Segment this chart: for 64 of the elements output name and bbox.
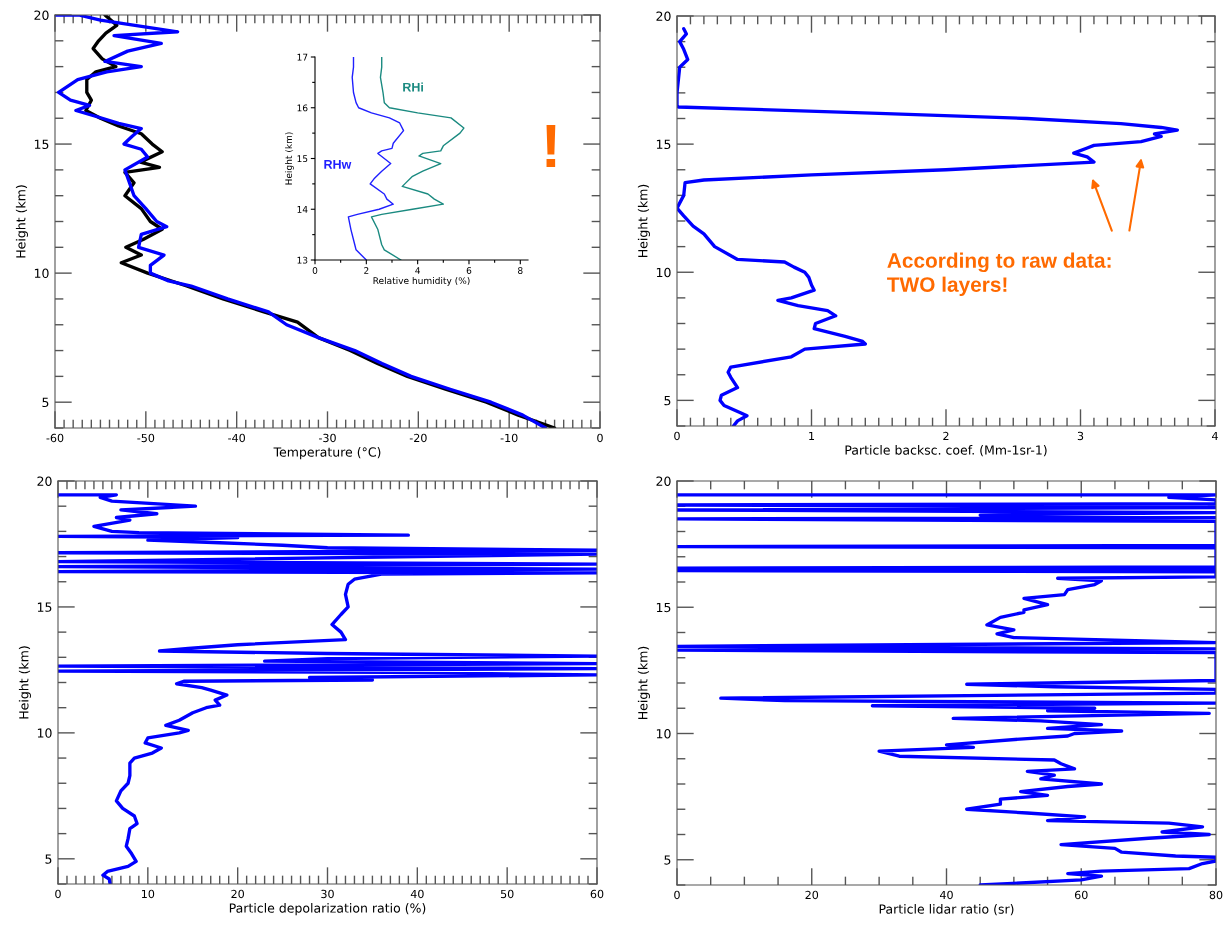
x-tick-label: 0: [597, 433, 603, 443]
x-tick-label: 10: [141, 889, 155, 899]
y-axis-title: Height (km): [15, 185, 28, 258]
y-tick-label: 14: [297, 206, 308, 213]
x-axis-title: Particle lidar ratio (sr): [879, 904, 1014, 916]
y-tick-label: 15: [37, 602, 52, 612]
x-tick-label: 30: [321, 889, 334, 899]
x-tick-label: 0: [674, 890, 680, 900]
x-tick-label: 20: [231, 889, 244, 899]
x-tick-label: 50: [500, 889, 514, 899]
x-tick-label: 6: [466, 267, 472, 274]
x-tick-label: 40: [410, 889, 424, 899]
x-tick-label: 1: [809, 431, 815, 440]
x-tick-label: 20: [805, 890, 819, 900]
y-tick-label: 5: [664, 855, 671, 865]
y-tick-label: 5: [664, 396, 671, 406]
y-tick-label: 5: [45, 854, 52, 864]
y-axis-title: Height (km): [637, 184, 650, 257]
y-tick-label: 15: [656, 602, 671, 613]
y-tick-label: 10: [656, 728, 671, 739]
x-tick-label: 0: [312, 267, 318, 274]
x-tick-label: 2: [364, 267, 369, 274]
x-tick-label: 8: [518, 267, 523, 274]
x-tick-label: -20: [409, 433, 427, 443]
y-tick-label: 15: [34, 139, 49, 149]
y-tick-label: 20: [656, 11, 671, 21]
x-tick-label: -60: [46, 433, 64, 443]
y-tick-label: 10: [37, 728, 52, 738]
x-tick-label: -10: [500, 433, 518, 443]
series-label: RHw: [324, 160, 352, 169]
y-tick-label: 15: [656, 139, 671, 150]
x-axis-title: Relative humidity (%): [373, 277, 470, 286]
x-tick-label: 60: [1074, 890, 1088, 900]
annotation: !: [546, 125, 556, 168]
line-series: [677, 27, 1180, 426]
annotation: According to raw data: TWO layers!: [887, 252, 1111, 297]
y-tick-label: 20: [34, 10, 49, 20]
y-tick-label: 15: [297, 155, 308, 163]
y-tick-label: 16: [297, 104, 308, 112]
y-axis-title: Height (km): [18, 646, 31, 719]
series-label: RHi: [403, 82, 423, 92]
x-tick-label: 4: [1212, 431, 1218, 440]
x-tick-label: 3: [1077, 431, 1084, 441]
y-axis-title: Height (km): [285, 132, 294, 185]
x-tick-label: 80: [1209, 890, 1223, 900]
x-tick-label: -50: [137, 433, 155, 443]
y-axis-title: Height (km): [637, 646, 650, 719]
x-axis-title: Particle backsc. coef. (Mm-1sr-1): [845, 445, 1047, 457]
y-tick-label: 13: [297, 256, 308, 264]
x-tick-label: 2: [943, 431, 949, 440]
y-tick-label: 17: [297, 53, 308, 61]
y-tick-label: 20: [656, 476, 671, 486]
x-tick-label: -40: [228, 433, 245, 443]
x-tick-label: 0: [674, 431, 680, 441]
x-axis-title: Temperature (°C): [273, 447, 381, 460]
x-axis-title: Particle depolarization ratio (%): [229, 903, 426, 916]
x-tick-label: 0: [55, 889, 61, 899]
x-tick-label: 60: [590, 889, 604, 899]
line-series: [370, 57, 465, 260]
y-tick-label: 5: [42, 397, 49, 408]
x-tick-label: -30: [318, 433, 336, 443]
x-tick-label: 4: [415, 267, 421, 274]
y-tick-label: 20: [37, 476, 52, 486]
x-tick-label: 40: [939, 890, 953, 900]
